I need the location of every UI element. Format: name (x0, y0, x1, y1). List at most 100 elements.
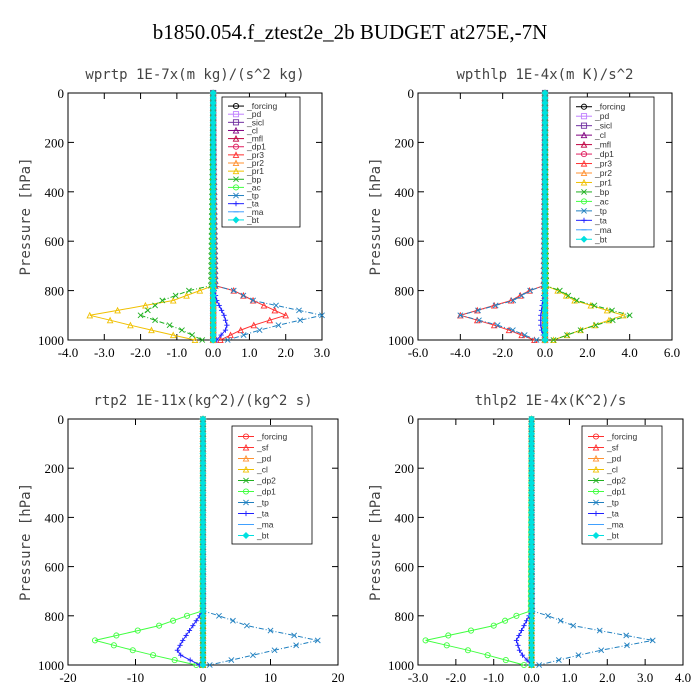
legend-label: _pd (256, 454, 271, 464)
legend-item: _pd (238, 454, 271, 464)
legend-item: _pr3 (228, 150, 264, 160)
legend-item: _sf (588, 443, 619, 453)
x-tick-label: -1.0 (483, 670, 504, 685)
legend-label: _pd (606, 454, 621, 464)
legend-label: _mfl (594, 140, 611, 150)
legend-item: _tp (576, 206, 607, 216)
legend-item: _ta (238, 509, 269, 519)
legend-label: _forcing (606, 432, 638, 442)
legend-item: _ma (238, 520, 274, 530)
legend-item: _cl (588, 465, 618, 475)
legend-item: _ta (228, 199, 259, 209)
panel-4: thlp2 1E-4x(K^2)/s Pressure [hPa] -3.0 -2.0… (368, 393, 691, 685)
x-tick-label: -2.0 (130, 345, 151, 360)
x-tick-label: 6.0 (664, 345, 680, 360)
legend-item: _bp (228, 174, 261, 184)
legend-item: _dp1 (228, 142, 266, 152)
legend-item: _bt (228, 215, 259, 225)
legend-item: _cl (576, 130, 606, 140)
legend-item: _ac (576, 196, 609, 206)
series-bt (209, 89, 217, 344)
legend-label: _ta (594, 215, 607, 225)
legend-item: _ta (576, 215, 607, 225)
x-tick-label: 1.0 (561, 670, 577, 685)
y-axis-label: Pressure [hPa] (18, 483, 34, 601)
panel-1: wprtp 1E-7x(m kg)/(s^2 kg) Pressure [hPa]… (18, 67, 330, 360)
legend-item: _pd (588, 454, 621, 464)
legend-label: _sf (256, 443, 269, 453)
legend-item: _pd (228, 109, 261, 119)
legend: _forcing_pd_sicl_cl_mfl_dp1_pr3_pr2_pr1_… (221, 96, 301, 228)
y-tick-label: 600 (395, 560, 415, 575)
legend-label: _pr1 (594, 177, 612, 187)
y-tick-label: 0 (58, 412, 65, 427)
legend-item: _forcing (228, 101, 278, 111)
legend-label: _tp (606, 498, 619, 508)
x-tick-label: 0.0 (537, 345, 553, 360)
series-dp1 (91, 415, 207, 669)
legend-label: _tp (246, 191, 259, 201)
y-tick-label: 0 (408, 412, 415, 427)
series-dp1 (422, 415, 535, 669)
legend-label: _pr2 (594, 168, 612, 178)
series-line (89, 93, 214, 341)
legend-label: _bp (594, 187, 609, 197)
panel-title: thlp2 1E-4x(K^2)/s (475, 393, 627, 409)
legend-label: _bp (246, 174, 261, 184)
legend-item: _ta (588, 509, 619, 519)
legend-label: _forcing (246, 101, 278, 111)
legend-label: _pr3 (246, 150, 264, 160)
plot-frame (417, 418, 684, 666)
series-pr1 (86, 89, 217, 344)
legend-label: _dp2 (256, 476, 276, 486)
y-tick-label: 1000 (388, 658, 414, 673)
series-tp (457, 90, 548, 343)
y-tick-label: 1000 (38, 333, 64, 348)
legend-label: _ta (246, 199, 259, 209)
legend-label: _mfl (246, 134, 263, 144)
legend-item: _pr1 (228, 166, 264, 176)
y-tick-label: 600 (395, 234, 415, 249)
x-tick-label: -10 (127, 670, 144, 685)
x-tick-label: -4.0 (450, 345, 471, 360)
x-tick-label: 2.0 (579, 345, 595, 360)
legend-item: _dp1 (588, 487, 626, 497)
x-tick-label: 0 (200, 670, 207, 685)
legend: _forcing_sf_pd_cl_dp2_dp1_tp_ta_ma_bt (231, 425, 313, 545)
series-line (458, 93, 546, 341)
legend-label: _cl (246, 125, 258, 135)
x-tick-label: 0.0 (205, 345, 221, 360)
legend-label: _cl (606, 465, 618, 475)
legend-item: _dp1 (238, 487, 276, 497)
legend-item: _ma (588, 520, 624, 530)
x-tick-label: -20 (59, 670, 76, 685)
legend-label: _dp2 (606, 476, 626, 486)
legend-label: _tp (256, 498, 269, 508)
y-axis-label: Pressure [hPa] (368, 157, 384, 275)
series-line (94, 419, 204, 666)
x-tick-label: 3.0 (637, 670, 653, 685)
legend-label: _sf (606, 443, 619, 453)
legend-label: _ta (606, 509, 619, 519)
y-tick-label: 200 (45, 135, 65, 150)
legend: _forcing_sf_pd_cl_dp2_dp1_tp_ta_ma_bt (581, 425, 663, 545)
x-tick-label: -2.0 (492, 345, 513, 360)
legend-label: _dp1 (594, 149, 614, 159)
legend-item: _cl (228, 125, 258, 135)
x-tick-label: 0.0 (523, 670, 539, 685)
legend-label: _bt (606, 531, 619, 541)
y-tick-label: 0 (58, 86, 65, 101)
legend-label: _cl (594, 130, 606, 140)
legend-item: _bt (576, 234, 607, 244)
x-tick-label: -4.0 (58, 345, 79, 360)
legend-label: _bt (256, 531, 269, 541)
legend-item: _dp1 (576, 149, 614, 159)
legend-item: _pd (576, 111, 609, 121)
legend-item: _pr2 (576, 168, 612, 178)
series-bt (199, 415, 207, 669)
y-tick-label: 600 (45, 560, 65, 575)
y-tick-label: 0 (408, 86, 415, 101)
legend-label: _sicl (594, 121, 612, 131)
legend-item: _bt (588, 531, 619, 541)
